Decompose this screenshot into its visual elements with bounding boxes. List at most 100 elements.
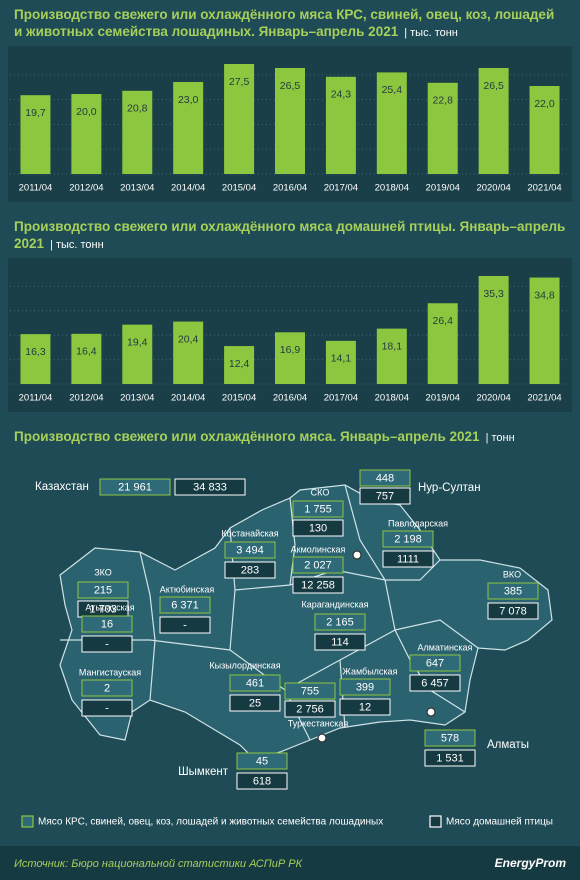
- value-label: 24,3: [331, 89, 352, 101]
- unit: | тыс. тонн: [404, 27, 458, 39]
- bar: [427, 82, 458, 174]
- x-tick-label: 2012/04: [69, 183, 103, 194]
- value-box: [81, 615, 133, 633]
- region-value: 25: [249, 697, 261, 709]
- value-box: [314, 633, 366, 651]
- bar: [325, 340, 356, 384]
- brand: EnergyProm: [495, 856, 567, 870]
- value-box: [236, 752, 288, 770]
- value-label: 18,1: [382, 340, 403, 352]
- region-value: 114: [331, 636, 349, 648]
- bar: [529, 86, 560, 174]
- region-value: 12 258: [301, 579, 335, 591]
- x-tick-label: 2011/04: [19, 393, 53, 404]
- chart-title-block: Производство свежего или охлаждённого мя…: [14, 6, 566, 42]
- value-box: [284, 700, 336, 718]
- value-label: 12,4: [229, 358, 250, 370]
- value-box: [487, 602, 539, 620]
- value-box: [382, 550, 434, 568]
- region-name: Акмолинская: [291, 544, 346, 554]
- x-tick-label: 2014/04: [171, 393, 205, 404]
- bar: [529, 277, 560, 384]
- region-value: 755: [301, 685, 319, 697]
- region-value: 2: [104, 682, 110, 694]
- value-box: [174, 478, 246, 496]
- region-name: Атырауская: [85, 602, 134, 612]
- legend-label: Мясо КРС, свиней, овец, коз, лошадей и ж…: [38, 817, 383, 828]
- region-value: 12: [359, 701, 371, 713]
- region-name: Туркестанская: [288, 718, 349, 728]
- region-value: -: [105, 702, 109, 714]
- value-box: [224, 561, 276, 579]
- region-value: 3 494: [236, 544, 264, 556]
- value-box: [229, 694, 281, 712]
- bar: [376, 328, 407, 384]
- value-label: 25,4: [382, 84, 403, 96]
- x-tick-label: 2014/04: [171, 183, 205, 194]
- value-label: 35,3: [483, 288, 504, 300]
- region-value: -: [105, 638, 109, 650]
- region-value: 1 531: [436, 752, 464, 764]
- region-value: 34 833: [193, 481, 227, 493]
- value-box: [292, 576, 344, 594]
- value-label: 20,4: [178, 333, 199, 345]
- bar: [224, 64, 255, 174]
- bar: [20, 334, 51, 384]
- x-tick-label: 2011/04: [19, 183, 53, 194]
- value-box: [359, 487, 411, 505]
- bar: [71, 333, 102, 384]
- bar: [173, 321, 204, 384]
- value-box: [236, 772, 288, 790]
- value-box: [292, 556, 344, 574]
- value-box: [339, 678, 391, 696]
- region-name: ВКО: [503, 569, 521, 579]
- region-value: 6 371: [171, 599, 199, 611]
- bar: [275, 332, 305, 384]
- region-value: 2 756: [296, 703, 324, 715]
- bar: [275, 68, 305, 174]
- value-box: [409, 654, 461, 672]
- region-value: 215: [94, 584, 112, 596]
- bar: [122, 324, 153, 384]
- bar: [376, 72, 407, 174]
- region-value: 1111: [397, 553, 419, 565]
- region-value: 448: [376, 472, 394, 484]
- x-tick-label: 2016/04: [273, 393, 307, 404]
- region-value: 385: [504, 585, 522, 597]
- region-name: Кызылординская: [209, 660, 280, 670]
- region-name: Актюбинская: [160, 584, 215, 594]
- region-value: 283: [241, 564, 259, 576]
- region-name: Жамбылская: [343, 666, 398, 676]
- value-label: 22,8: [433, 95, 454, 107]
- region-name: СКО: [311, 487, 330, 497]
- value-box: [224, 541, 276, 559]
- x-tick-label: 2013/04: [120, 183, 154, 194]
- value-box: [339, 698, 391, 716]
- x-tick-label: 2013/04: [120, 393, 154, 404]
- region-value: 21 961: [118, 481, 152, 493]
- x-tick-label: 2020/04: [476, 393, 510, 404]
- region-value: 1 755: [304, 503, 332, 515]
- value-label: 26,5: [483, 80, 504, 92]
- value-box: [229, 674, 281, 692]
- x-tick-label: 2019/04: [426, 393, 460, 404]
- region-name: Алматинская: [418, 642, 473, 652]
- unit: | тыс. тонн: [50, 239, 104, 251]
- region-name: ЗКО: [94, 567, 112, 577]
- region-value: 647: [426, 657, 444, 669]
- region-value: 2 165: [326, 616, 354, 628]
- chart-title-block: Производство свежего или охлаждённого мя…: [14, 218, 566, 254]
- x-tick-label: 2018/04: [375, 393, 409, 404]
- city-marker: [352, 550, 362, 560]
- value-label: 26,4: [433, 315, 454, 327]
- value-label: 27,5: [229, 76, 250, 88]
- region-value: 618: [253, 775, 271, 787]
- region-name: Костанайская: [221, 528, 278, 538]
- x-tick-label: 2012/04: [69, 393, 103, 404]
- region-value: 2 027: [304, 559, 332, 571]
- bar: [71, 94, 102, 174]
- region-value: 7 078: [499, 605, 527, 617]
- value-label: 26,5: [280, 80, 301, 92]
- bar: [478, 276, 509, 384]
